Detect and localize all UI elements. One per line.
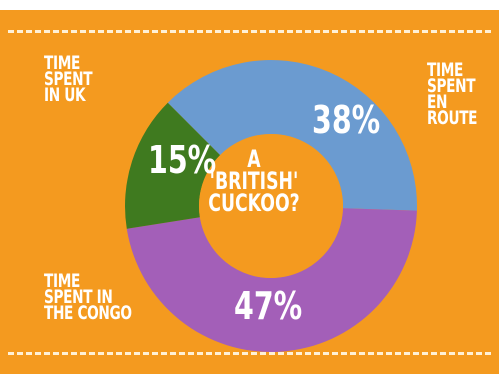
label-time-spent-en-route: TIME SPENT EN ROUTE [427,59,478,129]
top-strip [0,0,499,10]
slice-congo [126,208,417,353]
chart-center-title: A 'BRITISH' CUCKOO? [208,145,300,217]
value-label-en-route: 38% [312,98,381,142]
slice-uk [125,102,221,229]
dashed-divider-top [8,30,491,33]
label-time-spent-in-uk: TIME SPENT IN UK [44,52,93,106]
slice-en-route [167,59,417,211]
value-label-uk: 15% [148,138,217,182]
dashed-divider-bottom [8,352,491,355]
label-time-spent-in-the-congo: TIME SPENT IN THE CONGO [44,270,132,324]
donut-hole [199,134,343,278]
value-label-congo: 47% [234,284,303,328]
